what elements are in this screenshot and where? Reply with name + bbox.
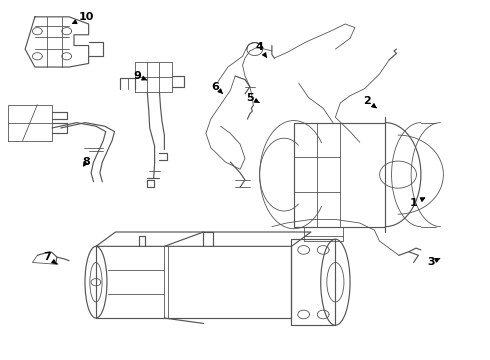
Text: 8: 8 <box>82 157 90 167</box>
Text: 6: 6 <box>212 82 222 94</box>
Text: 1: 1 <box>410 198 425 208</box>
Text: 10: 10 <box>73 12 94 23</box>
Text: 9: 9 <box>134 71 147 81</box>
Text: 3: 3 <box>427 257 440 267</box>
Text: 2: 2 <box>363 96 376 108</box>
Text: 7: 7 <box>43 252 56 264</box>
Text: 4: 4 <box>256 42 267 58</box>
Text: 5: 5 <box>246 93 259 103</box>
